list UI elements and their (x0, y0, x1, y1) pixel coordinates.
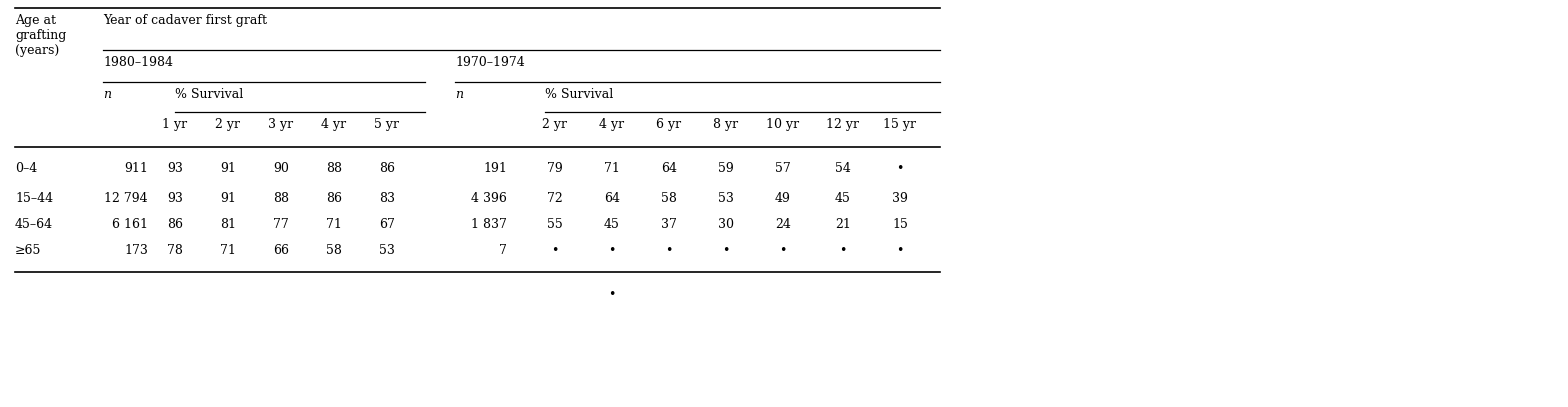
Text: 39: 39 (892, 192, 908, 205)
Text: 86: 86 (168, 218, 183, 231)
Text: •: • (897, 162, 903, 175)
Text: 91: 91 (220, 192, 235, 205)
Text: 10 yr: 10 yr (767, 118, 800, 131)
Text: 1 837: 1 837 (470, 218, 506, 231)
Text: 0–4: 0–4 (16, 162, 38, 175)
Text: •: • (608, 244, 616, 257)
Text: 72: 72 (547, 192, 563, 205)
Text: 45: 45 (836, 192, 851, 205)
Text: •: • (608, 288, 616, 301)
Text: 54: 54 (836, 162, 851, 175)
Text: 15: 15 (892, 218, 908, 231)
Text: 37: 37 (662, 218, 677, 231)
Text: 91: 91 (220, 162, 235, 175)
Text: •: • (723, 244, 729, 257)
Text: % Survival: % Survival (176, 88, 243, 101)
Text: 58: 58 (326, 244, 342, 257)
Text: 71: 71 (220, 244, 235, 257)
Text: 8 yr: 8 yr (713, 118, 739, 131)
Text: Year of cadaver first graft: Year of cadaver first graft (103, 14, 267, 27)
Text: 30: 30 (718, 218, 734, 231)
Text: 1980–1984: 1980–1984 (103, 56, 172, 69)
Text: 53: 53 (718, 192, 734, 205)
Text: 57: 57 (775, 162, 790, 175)
Text: 15–44: 15–44 (16, 192, 53, 205)
Text: 79: 79 (547, 162, 563, 175)
Text: 15 yr: 15 yr (883, 118, 917, 131)
Text: 83: 83 (379, 192, 395, 205)
Text: 12 yr: 12 yr (826, 118, 859, 131)
Text: Age at
grafting
(years): Age at grafting (years) (16, 14, 66, 57)
Text: •: • (839, 244, 847, 257)
Text: 5 yr: 5 yr (375, 118, 400, 131)
Text: 4 yr: 4 yr (321, 118, 347, 131)
Text: 90: 90 (273, 162, 289, 175)
Text: 64: 64 (662, 162, 677, 175)
Text: 58: 58 (662, 192, 677, 205)
Text: 6 161: 6 161 (111, 218, 147, 231)
Text: •: • (552, 244, 558, 257)
Text: % Survival: % Survival (546, 88, 613, 101)
Text: 77: 77 (273, 218, 289, 231)
Text: 1 yr: 1 yr (163, 118, 188, 131)
Text: 12 794: 12 794 (105, 192, 147, 205)
Text: 7: 7 (499, 244, 506, 257)
Text: 93: 93 (168, 192, 183, 205)
Text: 81: 81 (220, 218, 237, 231)
Text: 86: 86 (379, 162, 395, 175)
Text: ≥65: ≥65 (16, 244, 41, 257)
Text: 71: 71 (326, 218, 342, 231)
Text: 71: 71 (604, 162, 619, 175)
Text: 4 yr: 4 yr (599, 118, 624, 131)
Text: n: n (455, 88, 463, 101)
Text: 6 yr: 6 yr (657, 118, 682, 131)
Text: 4 396: 4 396 (470, 192, 506, 205)
Text: 78: 78 (168, 244, 183, 257)
Text: 1970–1974: 1970–1974 (455, 56, 525, 69)
Text: 67: 67 (379, 218, 395, 231)
Text: •: • (665, 244, 673, 257)
Text: 93: 93 (168, 162, 183, 175)
Text: 2 yr: 2 yr (215, 118, 240, 131)
Text: •: • (897, 244, 903, 257)
Text: 88: 88 (273, 192, 289, 205)
Text: 45–64: 45–64 (16, 218, 53, 231)
Text: 24: 24 (775, 218, 790, 231)
Text: 2 yr: 2 yr (543, 118, 568, 131)
Text: 3 yr: 3 yr (268, 118, 293, 131)
Text: 911: 911 (124, 162, 147, 175)
Text: 49: 49 (775, 192, 790, 205)
Text: 59: 59 (718, 162, 734, 175)
Text: 55: 55 (547, 218, 563, 231)
Text: n: n (103, 88, 111, 101)
Text: 88: 88 (326, 162, 342, 175)
Text: 21: 21 (836, 218, 851, 231)
Text: 191: 191 (483, 162, 506, 175)
Text: 86: 86 (326, 192, 342, 205)
Text: 53: 53 (379, 244, 395, 257)
Text: •: • (779, 244, 787, 257)
Text: 173: 173 (124, 244, 147, 257)
Text: 64: 64 (604, 192, 619, 205)
Text: 45: 45 (604, 218, 619, 231)
Text: 66: 66 (273, 244, 289, 257)
